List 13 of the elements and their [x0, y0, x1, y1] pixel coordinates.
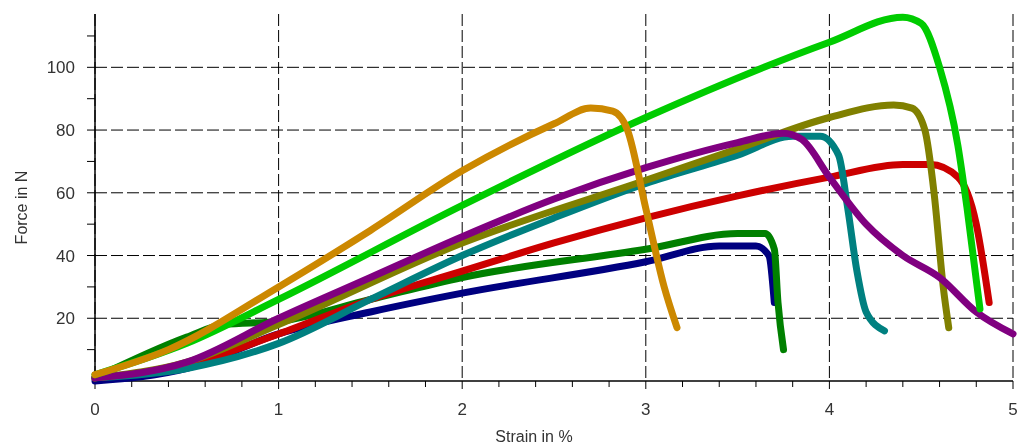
y-tick-label: 40	[56, 246, 75, 266]
x-tick-label: 2	[457, 400, 467, 419]
y-tick-label: 60	[56, 183, 75, 203]
y-tick-label: 100	[46, 58, 75, 78]
y-tick-label: 80	[56, 121, 75, 141]
x-tick-label: 1	[273, 400, 284, 419]
y-tick-label: 20	[56, 309, 75, 329]
x-tick-label: 3	[641, 400, 651, 419]
x-tick-label: 0	[90, 400, 100, 419]
x-axis-title: Strain in %	[495, 428, 573, 445]
y-axis-title: Force in N	[13, 170, 30, 245]
x-tick-label: 4	[824, 400, 835, 419]
x-tick-label: 5	[1008, 400, 1017, 419]
